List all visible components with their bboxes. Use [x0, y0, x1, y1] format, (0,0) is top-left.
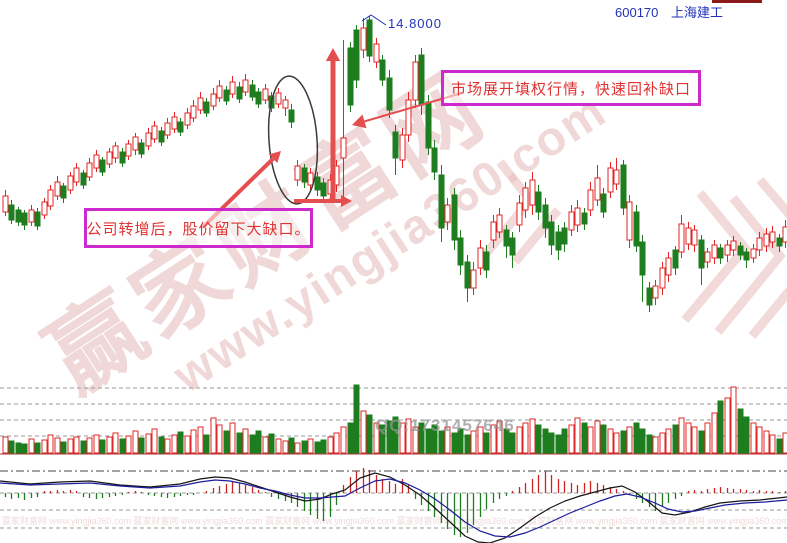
stock-name: 上海建工: [671, 5, 724, 20]
stock-code: 600170: [615, 5, 659, 20]
macd-dea-line: [0, 478, 787, 538]
annotation-box-fill-rights-text: 市场展开填权行情，快速回补缺口: [450, 80, 691, 98]
annotation-box-fill-rights: 市场展开填权行情，快速回补缺口: [441, 70, 701, 106]
footer-watermark-tile: 赢家财富网 www.yingjia360.com 赢家财富网 www.yingj…: [2, 515, 787, 526]
gap-ellipse-annotation: [267, 75, 319, 205]
annotation-box-gap-text: 公司转增后，股价留下大缺口。: [86, 220, 311, 238]
watermark-lattice: [481, 159, 787, 339]
stock-header: 600170 上海建工: [615, 2, 723, 21]
volume-bars[interactable]: [2, 384, 787, 454]
peak-price-label: 14.8000: [388, 16, 442, 31]
gridlines: [0, 387, 787, 529]
price-pointer: [361, 14, 387, 26]
macd-pane[interactable]: [0, 468, 787, 543]
annotation-box-gap: 公司转增后，股价留下大缺口。: [84, 208, 313, 248]
candles[interactable]: [2, 16, 787, 312]
peak-price-pointer: [361, 14, 387, 26]
ellipse-annotation: [267, 75, 319, 205]
titlebar-fragment: [712, 0, 762, 3]
qq-watermark: QQ:1731457646: [375, 416, 515, 435]
footer-watermark: 赢家财富网 www.yingjia360.com 赢家财富网 www.yingj…: [2, 515, 787, 526]
macd-dif-line: [0, 472, 787, 543]
